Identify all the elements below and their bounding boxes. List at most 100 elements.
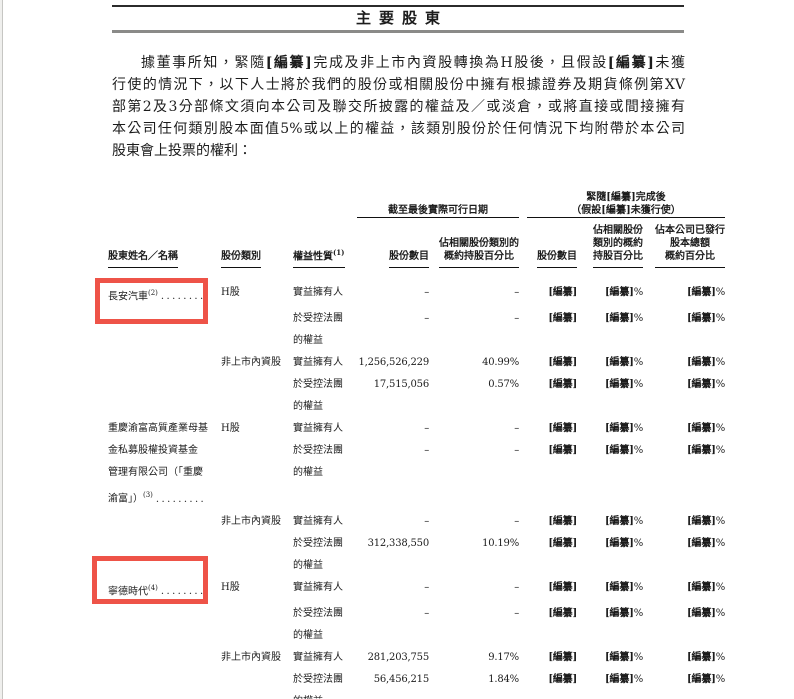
footnote-sup: (2)	[148, 289, 158, 297]
column-header-row: 股東姓名／名稱 股份類別 權益性質(1) 股份數目 佔相關股份類別的 概約持股百…	[108, 218, 725, 268]
num-shares-post-cell: [編纂]	[548, 581, 577, 593]
num-shares-post-cell: [編纂]	[548, 313, 577, 325]
col-header-pct-post-class: 佔相關股份 類別的概約 持股百分比	[585, 218, 643, 268]
shareholder-name-cell	[108, 691, 213, 699]
num-shares-current-cell: –	[424, 581, 429, 593]
share-class-cell: H股	[221, 423, 240, 435]
pct-post-class-cell: [編纂]%	[605, 537, 643, 549]
pct-post-class-cell	[585, 555, 643, 577]
col-header-num-post: 股份數目	[527, 218, 577, 268]
num-shares-current-cell: 281,203,755	[367, 651, 430, 663]
highlight-box-changan	[95, 278, 208, 324]
nature-of-interest-cell: 的權益	[293, 691, 349, 699]
shareholder-name-cell: 寧德時代(4).........	[108, 583, 212, 597]
share-class-cell: 非上市內資股	[221, 515, 281, 527]
footnote-sup: (1)	[333, 247, 345, 257]
num-shares-current-cell	[357, 396, 429, 418]
num-shares-post-cell: [編纂]	[548, 379, 577, 391]
shareholder-name-cell	[108, 647, 213, 669]
nature-of-interest-cell: 的權益	[293, 401, 323, 413]
col-header-pct-post-total: 佔本公司已發行 股本總額 概約百分比	[651, 218, 725, 268]
nature-of-interest-cell: 實益擁有人	[293, 423, 343, 435]
shareholder-name-cell	[108, 396, 213, 418]
group-header-current: 截至最後實際可行日期	[357, 180, 519, 218]
major-shareholders-table: 截至最後實際可行日期 緊隨[編纂]完成後 （假設[編纂]未獲行使） 股東姓名／名…	[100, 180, 733, 699]
num-shares-post-cell	[527, 396, 577, 418]
nature-of-interest-cell: 的權益	[293, 629, 323, 641]
num-shares-current-cell	[357, 484, 429, 510]
shareholder-name-cell	[108, 625, 213, 647]
pct-post-total-cell: [編纂]%	[687, 515, 725, 527]
pct-current-cell: 0.57%	[488, 379, 519, 391]
pct-post-total-cell: [編纂]%	[687, 445, 725, 457]
table-row: 渝富」）(3).........	[108, 484, 725, 510]
table-row: 金私募股權投資基金 於受控法團 – – [編纂] [編纂]% [編纂]%	[108, 440, 725, 462]
table-row: 的權益	[108, 625, 725, 647]
pct-current-cell: –	[514, 287, 519, 298]
pct-post-total-cell: [編纂]%	[687, 287, 725, 298]
num-shares-current-cell	[357, 330, 429, 352]
pct-post-class-cell: [編纂]%	[605, 581, 643, 593]
nature-of-interest-cell: 於受控法團	[293, 537, 343, 549]
share-class-cell	[221, 440, 285, 462]
pct-current-cell: –	[514, 581, 519, 593]
shareholder-name-cell: 長安汽車(2).........	[108, 289, 212, 303]
nature-of-interest-cell	[293, 484, 349, 510]
num-shares-post-cell	[527, 462, 577, 484]
pct-current-cell: –	[514, 423, 519, 435]
group-header-spacer	[108, 180, 349, 218]
pct-post-total-cell	[651, 625, 725, 647]
page-title: 主要股東	[355, 9, 448, 27]
table-row: 非上市內資股 實益擁有人 281,203,755 9.17% [編纂] [編纂]% [編纂]…	[108, 647, 725, 669]
num-shares-current-cell	[357, 462, 429, 484]
share-class-cell	[221, 462, 285, 484]
intro-paragraph: 據董事所知，緊隨[編纂]完成及非上市內資股轉換為H股後，且假設[編纂]未獲 行使…	[112, 52, 685, 162]
pct-post-total-cell: [編纂]%	[687, 607, 725, 619]
num-shares-current-cell: –	[424, 287, 429, 298]
share-class-cell: H股	[221, 287, 240, 298]
table-row: 於受控法團 – – [編纂] [編纂]% [編纂]%	[108, 603, 725, 625]
table-row: 於受控法團 312,338,550 10.19% [編纂] [編纂]% [編纂]%	[108, 533, 725, 555]
table-row: 的權益	[108, 330, 725, 352]
pct-post-total-cell: [編纂]%	[687, 651, 725, 663]
num-shares-post-cell: [編纂]	[548, 515, 577, 527]
table-row: 的權益	[108, 555, 725, 577]
pct-post-class-cell: [編纂]%	[605, 287, 643, 298]
shareholder-name-cell	[108, 603, 213, 625]
shareholder-name-cell: 金私募股權投資基金	[108, 445, 198, 457]
table-row: 的權益	[108, 691, 725, 699]
intro-line: 部第2及3分部條文須向本公司及聯交所披露的權益及／或淡倉，或將直接或間接擁有	[112, 99, 685, 115]
pct-current-cell	[437, 691, 519, 699]
pct-current-cell	[437, 555, 519, 577]
share-class-cell	[221, 603, 285, 625]
pct-post-class-cell: [編纂]%	[605, 423, 643, 435]
pct-post-total-cell: [編纂]%	[687, 673, 725, 685]
share-class-cell	[221, 330, 285, 352]
leader-dots: .........	[160, 585, 212, 597]
table-row: 寧德時代(4)......... H股 實益擁有人 – – [編纂] [編纂]% [編纂]%	[108, 577, 725, 603]
pct-post-total-cell: [編纂]%	[687, 537, 725, 549]
shareholder-name-cell: 重慶渝富高質產業母基	[108, 423, 208, 435]
table-row: 於受控法團 17,515,056 0.57% [編纂] [編纂]% [編纂]%	[108, 374, 725, 396]
shareholder-name-cell	[108, 374, 213, 396]
group-header-row: 截至最後實際可行日期 緊隨[編纂]完成後 （假設[編纂]未獲行使）	[108, 180, 725, 218]
col-header-name: 股東姓名／名稱	[108, 218, 213, 268]
intro-line: 本公司任何類別股本面值5%或以上的權益，該類別股份於任何情況下均附帶於本公司	[112, 121, 685, 137]
nature-of-interest-cell: 實益擁有人	[293, 515, 343, 527]
share-class-cell	[221, 669, 285, 691]
highlight-box-catl	[92, 556, 208, 604]
num-shares-current-cell: –	[424, 445, 429, 457]
num-shares-post-cell	[527, 330, 577, 352]
pct-post-total-cell: [編纂]%	[687, 313, 725, 325]
table-row: 重慶渝富高質產業母基 H股 實益擁有人 – – [編纂] [編纂]% [編纂]%	[108, 418, 725, 440]
shareholder-name-cell	[108, 352, 213, 374]
pct-post-class-cell	[585, 396, 643, 418]
table-row: 於受控法團 – – [編纂] [編纂]% [編纂]%	[108, 308, 725, 330]
num-shares-post-cell: [編纂]	[548, 607, 577, 619]
shareholder-table-body: 長安汽車(2)......... H股 實益擁有人 – – [編纂] [編纂]% [編纂]% 於…	[108, 282, 725, 699]
pct-current-cell	[437, 625, 519, 647]
num-shares-current-cell: 1,256,526,229	[358, 357, 429, 369]
pct-post-class-cell: [編纂]%	[605, 379, 643, 391]
pct-current-cell: –	[514, 607, 519, 619]
